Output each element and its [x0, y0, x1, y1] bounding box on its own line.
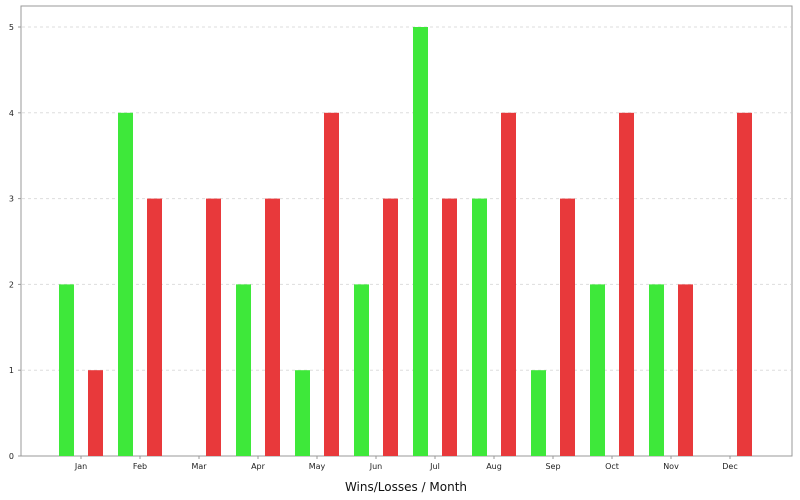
y-tick-label: 1 [9, 366, 14, 375]
y-axis: 0 1 2 3 4 5 [9, 23, 21, 461]
x-tick-label: Aug [486, 462, 502, 471]
bar-aug-series-1 [472, 198, 487, 456]
y-tick-label: 4 [9, 109, 14, 118]
bar-jun-series-2 [383, 198, 398, 456]
bar-feb-series-1 [118, 112, 133, 457]
bar-nov-series-1 [649, 284, 664, 456]
bar-mar-series-2 [206, 198, 221, 456]
x-tick-label: Apr [251, 462, 266, 471]
x-tick-label: Jun [369, 462, 383, 471]
bar-jan-series-2 [88, 370, 103, 456]
y-tick-label: 5 [9, 23, 14, 32]
bar-feb-series-2 [147, 198, 162, 456]
bar-may-series-1 [295, 370, 310, 456]
bar-sep-series-2 [560, 198, 575, 456]
bar-apr-series-1 [236, 284, 251, 456]
x-tick-label: Mar [191, 462, 207, 471]
x-tick-label: Feb [133, 462, 147, 471]
x-tick-label: Jan [74, 462, 87, 471]
x-tick-label: May [309, 462, 326, 471]
x-axis-title: Wins/Losses / Month [345, 480, 467, 494]
y-tick-label: 2 [9, 280, 14, 289]
x-axis: Jan Feb Mar Apr May Jun Jul Aug Sep Oct Nov Dec [74, 456, 738, 471]
x-tick-label: Dec [722, 462, 737, 471]
plot-area [20, 5, 793, 457]
y-tick-label: 3 [9, 195, 14, 204]
bars [59, 27, 752, 457]
bar-oct-series-2 [619, 112, 634, 457]
bar-jun-series-1 [354, 284, 369, 456]
x-tick-label: Oct [605, 462, 619, 471]
x-tick-label: Nov [663, 462, 679, 471]
bar-jul-series-2 [442, 198, 457, 456]
bar-jan-series-1 [59, 284, 74, 456]
bar-apr-series-2 [265, 198, 280, 456]
bar-sep-series-1 [531, 370, 546, 456]
bar-oct-series-1 [590, 284, 605, 456]
x-tick-label: Sep [545, 462, 560, 471]
bar-aug-series-2 [501, 112, 516, 457]
bar-nov-series-2 [678, 284, 693, 456]
bar-may-series-2 [324, 112, 339, 457]
y-tick-label: 0 [9, 452, 14, 461]
bar-dec-series-2 [737, 112, 752, 457]
bar-jul-series-1 [413, 27, 428, 456]
x-tick-label: Jul [429, 462, 440, 471]
